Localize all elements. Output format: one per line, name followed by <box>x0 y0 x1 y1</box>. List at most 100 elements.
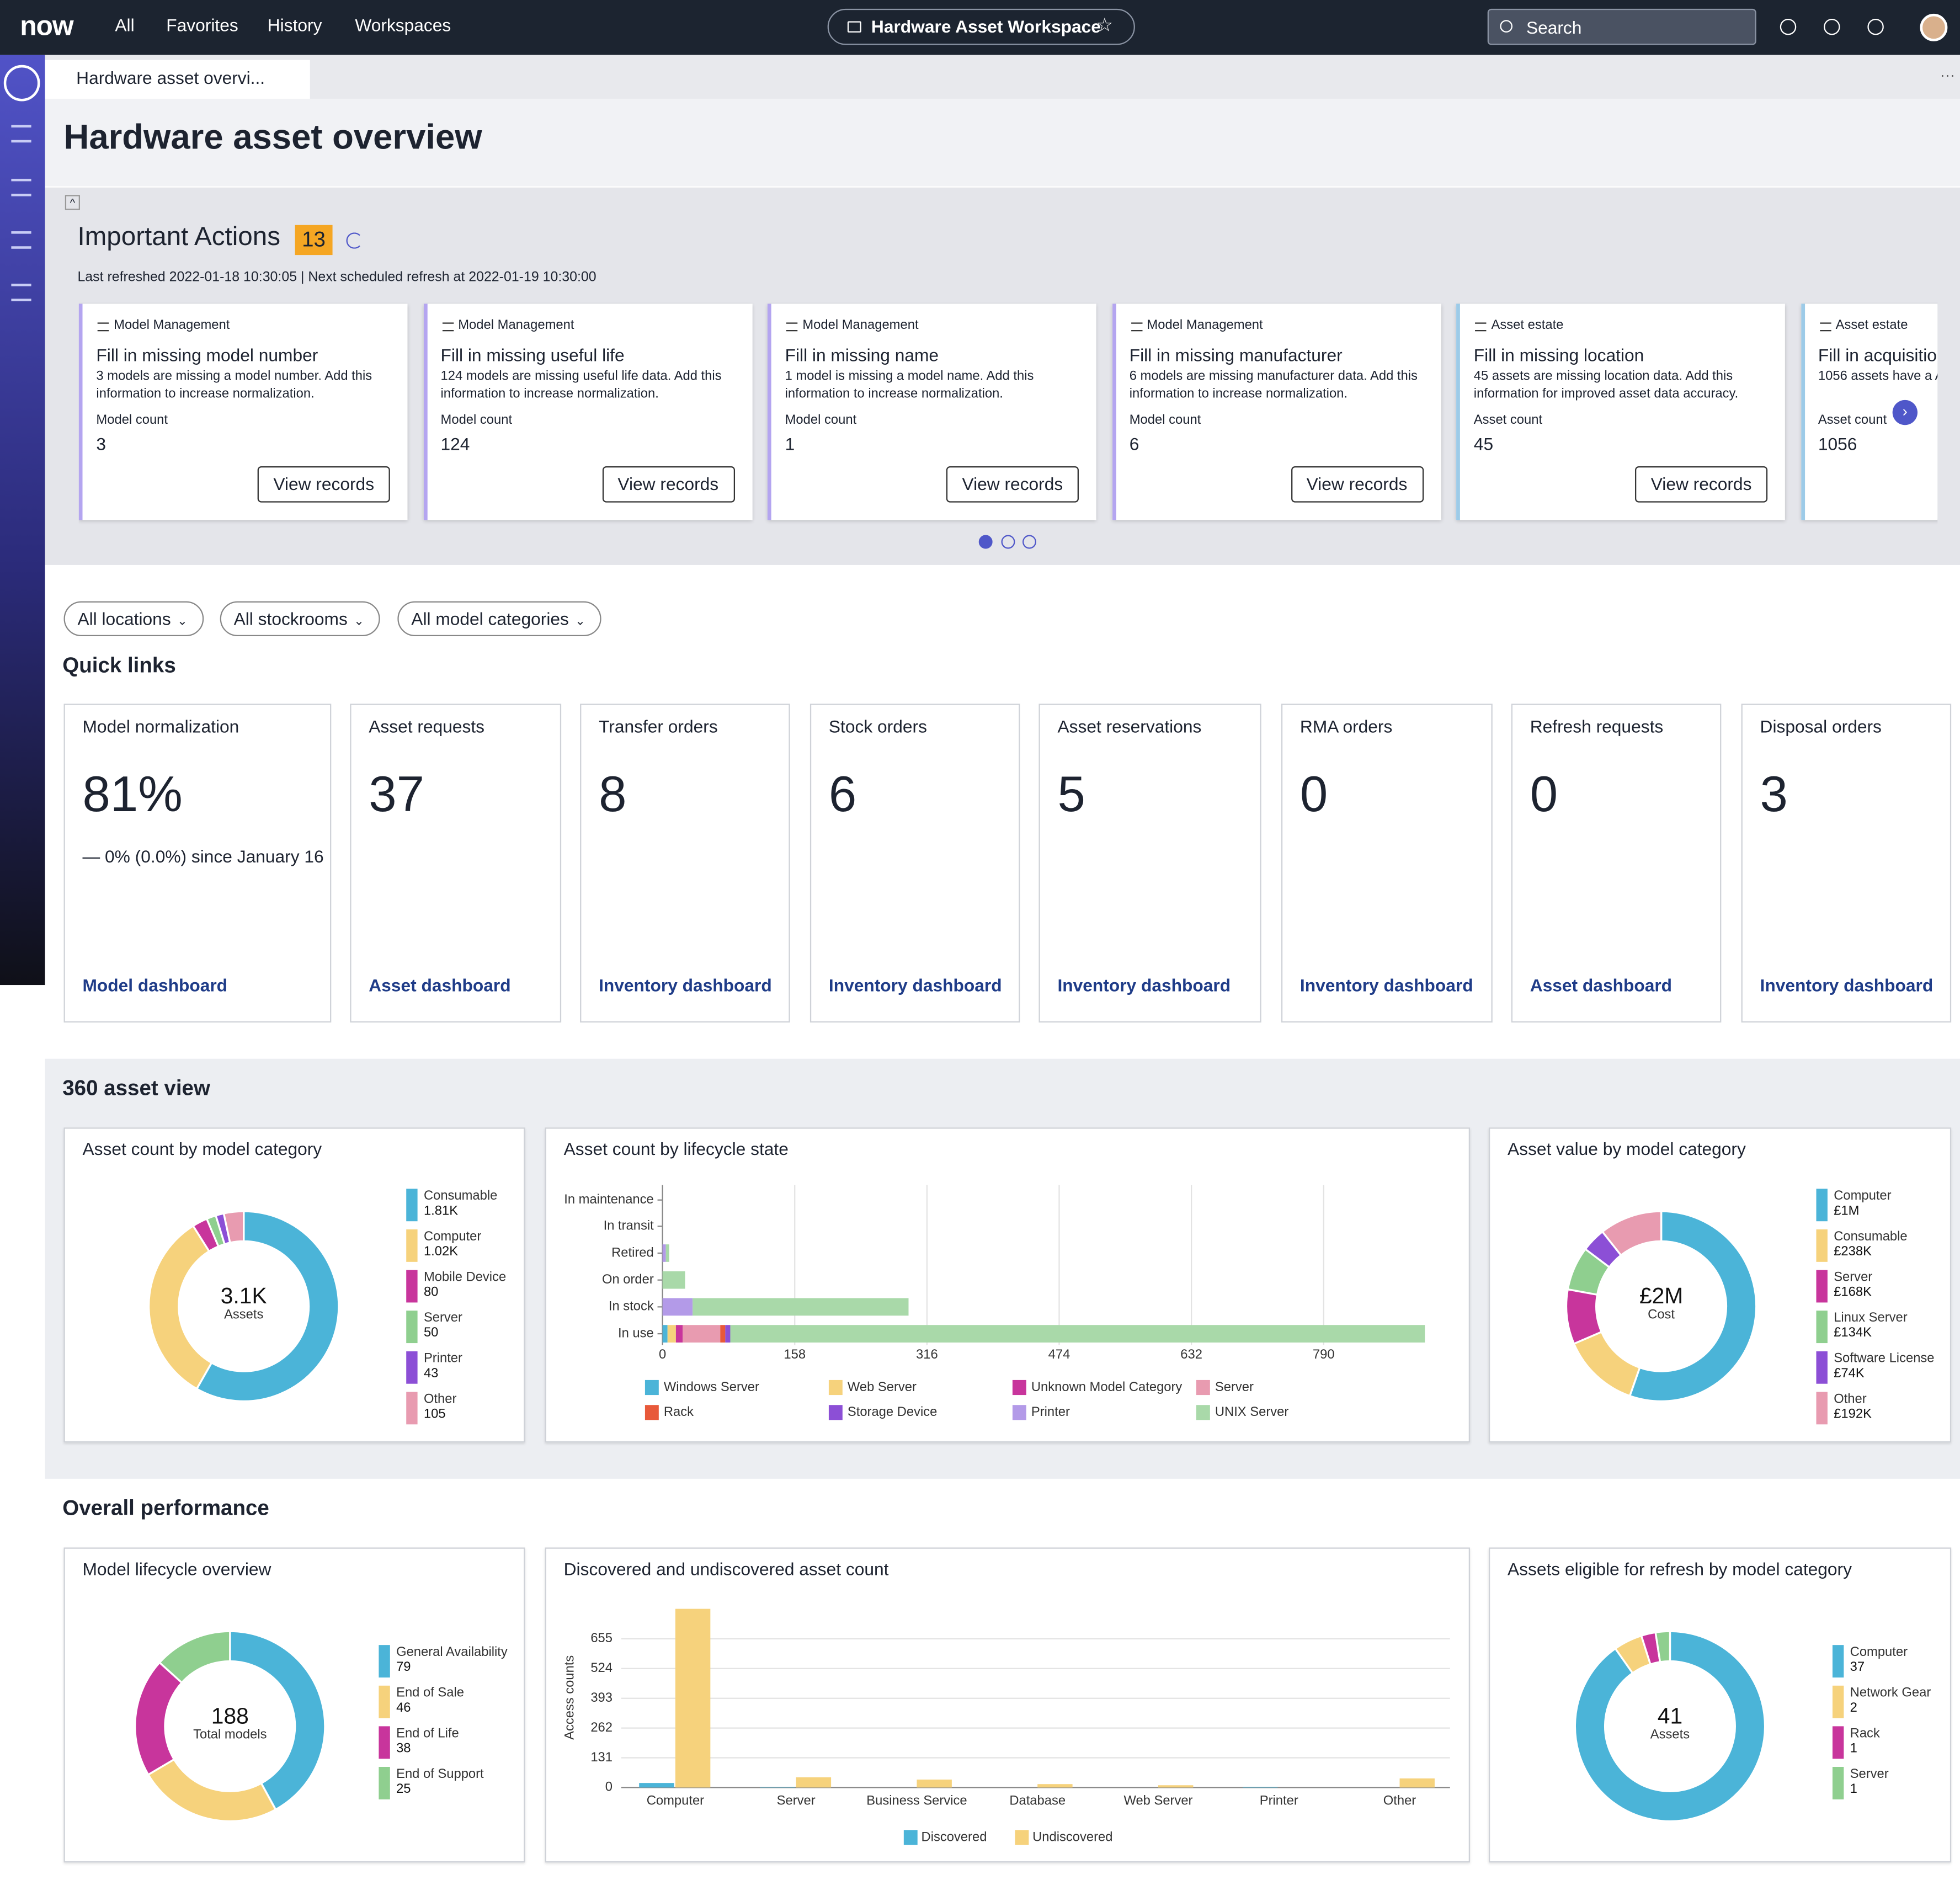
view-records-button[interactable]: View records <box>1290 466 1424 503</box>
quick-link-card[interactable]: Disposal orders 3 Inventory dashboard <box>1741 704 1952 1023</box>
actions-section: ^ Important Actions 13 Last refreshed 2022-… <box>45 187 1960 565</box>
card-metric-label: Model count <box>785 412 857 428</box>
legend-swatch <box>1832 1645 1844 1678</box>
quick-link-dashboard[interactable]: Inventory dashboard <box>1760 974 1934 995</box>
chart-panel: Asset count by lifecycle state <box>545 1127 1471 1443</box>
header-icon[interactable] <box>1824 18 1840 35</box>
bar <box>796 1777 832 1788</box>
quick-link-dashboard[interactable]: Model dashboard <box>82 974 228 995</box>
legend-value: 25 <box>396 1781 411 1796</box>
quick-link-card[interactable]: Model normalization 81% — 0% (0.0%) since … <box>63 704 332 1023</box>
card-description: 124 models are missing useful life data.… <box>440 369 722 402</box>
nav-item[interactable]: Favorites <box>166 15 238 35</box>
quick-link-dashboard[interactable]: Inventory dashboard <box>1057 974 1231 995</box>
filter-pill[interactable]: All stockrooms ⌄ <box>220 601 380 637</box>
quick-link-card[interactable]: Asset reservations 5 Inventory dashboard <box>1038 704 1261 1023</box>
donut-segment <box>1601 1210 1663 1257</box>
chart-title: Discovered and undiscovered asset count <box>563 1558 889 1579</box>
view-records-button[interactable]: View records <box>257 466 390 503</box>
quick-link-card[interactable]: Stock orders 6 Inventory dashboard <box>809 704 1020 1023</box>
legend-label: Server <box>1834 1269 1872 1284</box>
logo[interactable]: now <box>20 10 73 41</box>
card-category-icon <box>97 322 109 332</box>
card-description: 1056 assets have a Add this information <box>1818 369 1937 384</box>
legend-swatch <box>406 1189 418 1222</box>
sidebar-icon[interactable] <box>11 231 31 249</box>
legend-label: End of Support <box>396 1766 484 1781</box>
legend-swatch <box>1816 1311 1828 1344</box>
donut-center-value: 188 <box>211 1703 249 1728</box>
card-title: Fill in acquisition <box>1818 345 1938 365</box>
page-title: Hardware asset overview <box>63 117 482 157</box>
filter-caret: ⌄ <box>575 615 586 629</box>
quick-link-value: 0 <box>1530 767 1558 823</box>
quick-link-card[interactable]: Refresh requests 0 Asset dashboard <box>1511 704 1722 1023</box>
card-description: 45 assets are missing location data. Add… <box>1473 369 1739 402</box>
workspace-pill[interactable]: Hardware Asset Workspace ☆ <box>827 8 1135 45</box>
legend-label: Mobile Device <box>424 1269 506 1284</box>
actions-count: 13 <box>295 225 333 255</box>
legend-swatch <box>1012 1405 1026 1420</box>
legend-label: Computer <box>1834 1188 1891 1203</box>
carousel-dot[interactable] <box>1022 535 1036 549</box>
card-category-icon <box>1130 322 1142 332</box>
quick-link-value: 0 <box>1299 767 1328 823</box>
nav-item[interactable]: Workspaces <box>355 15 451 35</box>
carousel-dot[interactable] <box>978 535 993 549</box>
quick-link-card[interactable]: Asset requests 37 Asset dashboard <box>350 704 562 1023</box>
legend-value: £134K <box>1834 1325 1872 1340</box>
filter-caret: ⌄ <box>354 615 365 629</box>
y-tick-label: In stock <box>609 1299 654 1314</box>
quick-link-title: Disposal orders <box>1760 716 1882 737</box>
x-tick-label: Other <box>1383 1793 1416 1808</box>
sidebar-icon[interactable] <box>11 284 31 301</box>
tab[interactable]: Hardware asset overvi... <box>45 60 310 99</box>
filter-pill[interactable]: All model categories ⌄ <box>397 601 601 637</box>
legend-swatch <box>903 1830 918 1845</box>
x-tick-label: 474 <box>1048 1347 1070 1362</box>
y-tick-label: 655 <box>590 1631 612 1645</box>
header-icon[interactable] <box>1780 18 1797 35</box>
nav-item[interactable]: All <box>115 15 135 35</box>
filter-pill[interactable]: All locations ⌄ <box>63 601 204 637</box>
card-metric-label: Model count <box>440 412 513 428</box>
action-card: Asset estate Fill in missing location 45 a… <box>1456 303 1785 520</box>
quick-link-dashboard[interactable]: Asset dashboard <box>1530 974 1673 995</box>
quick-link-card[interactable]: Transfer orders 8 Inventory dashboard <box>580 704 790 1023</box>
refresh-icon[interactable] <box>346 232 363 249</box>
legend-swatch <box>379 1685 390 1718</box>
y-axis-title: Access counts <box>562 1655 577 1740</box>
legend-value: 38 <box>396 1740 411 1755</box>
quick-link-dashboard[interactable]: Inventory dashboard <box>1299 974 1473 995</box>
nav-item[interactable]: History <box>267 15 322 35</box>
y-tick-label: On order <box>602 1272 654 1287</box>
carousel-dot[interactable] <box>1001 535 1015 549</box>
card-category-icon <box>441 322 454 332</box>
home-icon[interactable] <box>3 65 40 102</box>
view-records-button[interactable]: View records <box>601 466 734 503</box>
quick-link-dashboard[interactable]: Inventory dashboard <box>599 974 772 995</box>
collapse-button[interactable]: ^ <box>65 195 80 210</box>
legend-label: Server <box>424 1310 462 1325</box>
sidebar-icon[interactable] <box>11 125 31 143</box>
quick-link-value: 5 <box>1057 767 1085 823</box>
x-tick-label: Web Server <box>1123 1793 1192 1808</box>
quick-link-dashboard[interactable]: Inventory dashboard <box>828 974 1002 995</box>
carousel-next[interactable]: › <box>1892 400 1918 425</box>
quick-link-value: 6 <box>828 767 857 823</box>
header-icon[interactable] <box>1867 18 1884 35</box>
view-records-button[interactable]: View records <box>1635 466 1768 503</box>
sidebar-icon[interactable] <box>11 178 31 196</box>
view-records-button[interactable]: View records <box>946 466 1079 503</box>
quick-link-title: Model normalization <box>82 716 239 737</box>
x-tick-label: 0 <box>659 1347 666 1362</box>
quick-link-card[interactable]: RMA orders 0 Inventory dashboard <box>1281 704 1493 1023</box>
bar-segment <box>662 1298 693 1316</box>
legend-label: Consumable <box>1834 1229 1907 1244</box>
avatar[interactable] <box>1920 13 1948 41</box>
quick-link-dashboard[interactable]: Asset dashboard <box>369 974 511 995</box>
search-box[interactable]: Search <box>1487 8 1756 45</box>
